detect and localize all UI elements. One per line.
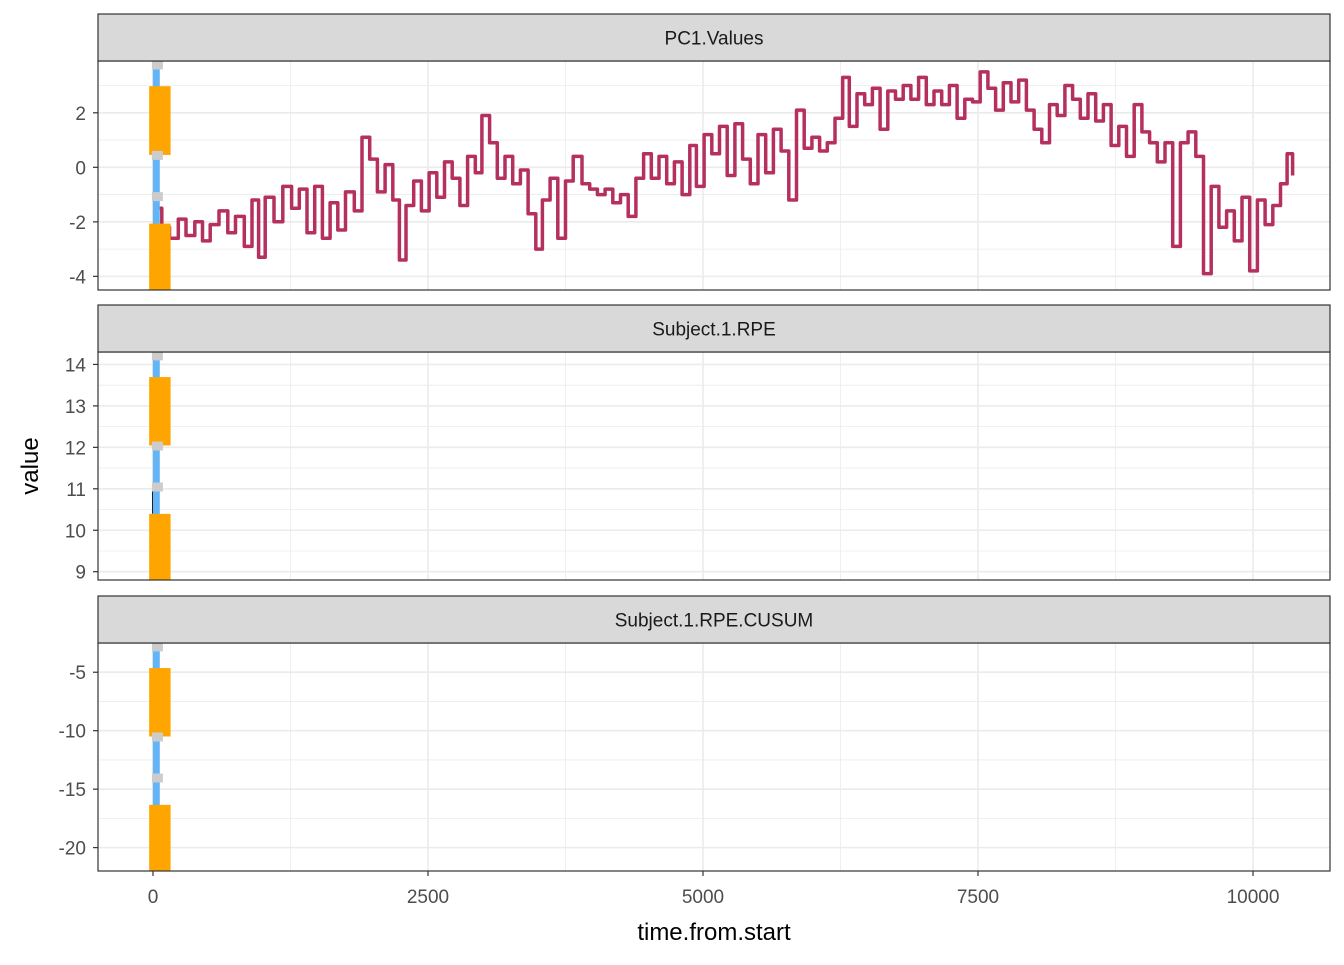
marker-cap — [151, 441, 163, 451]
marker-cap — [151, 482, 163, 492]
highlight-block — [149, 86, 171, 155]
series-line — [153, 70, 1295, 276]
marker-cap — [151, 732, 163, 742]
facet-strip-label: Subject.1.RPE.CUSUM — [615, 611, 814, 632]
facet-strip — [97, 595, 1331, 644]
marker-cap — [151, 61, 163, 70]
y-tick-label: -20 — [59, 839, 86, 860]
x-tick-label: 2500 — [407, 887, 449, 908]
highlight-block — [149, 668, 171, 737]
marker-cap — [151, 352, 163, 361]
marker-cap — [151, 150, 163, 160]
x-tick-label: 7500 — [957, 887, 999, 908]
panel-data — [149, 61, 1295, 290]
y-tick-label: 11 — [66, 480, 86, 501]
x-tick-label: 0 — [148, 887, 159, 908]
y-tick-label: 9 — [75, 563, 86, 584]
y-tick-label: -2 — [69, 213, 86, 234]
y-tick-label: 14 — [65, 355, 87, 376]
y-tick-label: -15 — [59, 780, 86, 801]
highlight-block — [149, 377, 171, 446]
facet-strip — [97, 13, 1331, 62]
highlight-block — [149, 513, 171, 580]
facet-panel: Subject.1.RPE 9 10 11 12 13 14 — [65, 304, 1331, 584]
y-tick-label: 2 — [75, 104, 86, 125]
y-tick-label: 12 — [65, 438, 86, 459]
facet-panel: PC1.Values -4 -2 0 2 — [69, 13, 1331, 291]
facet-strip — [97, 304, 1331, 353]
y-tick-label: -5 — [69, 663, 86, 684]
y-tick-label: -10 — [59, 722, 86, 743]
x-axis-title: time.from.start — [637, 919, 791, 946]
marker-cap — [151, 773, 163, 783]
panel-background — [98, 643, 1330, 871]
panel-background — [98, 61, 1330, 290]
highlight-block — [149, 223, 171, 290]
highlight-block — [149, 804, 171, 871]
facet-panel: Subject.1.RPE.CUSUM -20 -15 -10 -5 — [59, 595, 1331, 872]
panel-data — [149, 352, 171, 580]
y-tick-label: 13 — [65, 397, 86, 418]
marker-cap — [151, 192, 163, 202]
facet-strip-label: Subject.1.RPE — [652, 320, 776, 341]
marker-cap — [151, 643, 163, 652]
y-tick-label: -4 — [69, 267, 86, 288]
panel-background — [98, 352, 1330, 580]
y-tick-label: 10 — [65, 521, 86, 542]
x-tick-label: 10000 — [1227, 887, 1280, 908]
y-axis-title: value — [17, 437, 44, 494]
x-tick-label: 5000 — [682, 887, 724, 908]
y-tick-label: 0 — [75, 158, 86, 179]
facet-strip-label: PC1.Values — [665, 29, 764, 50]
panel-data — [149, 643, 171, 871]
